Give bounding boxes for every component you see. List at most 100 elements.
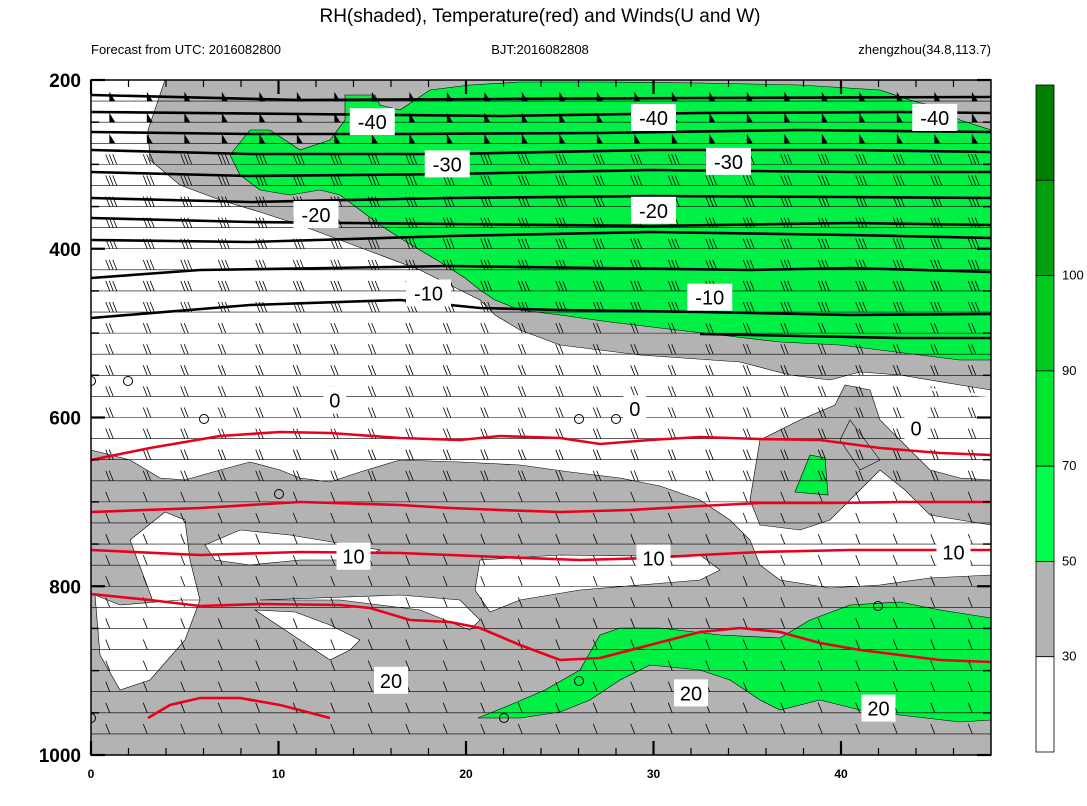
barb-feather	[183, 470, 189, 481]
barb-feather	[149, 301, 155, 313]
barb-feather	[937, 217, 943, 228]
barb-feather	[446, 344, 452, 355]
barb-feather	[855, 154, 861, 165]
barb-feather	[146, 280, 152, 292]
barb-feather	[330, 491, 336, 503]
barb-feather	[667, 322, 673, 334]
barb-feather	[292, 681, 298, 692]
barb-feather	[183, 386, 189, 397]
barb-feather	[487, 238, 493, 249]
barb-feather	[217, 470, 223, 481]
barb-feather	[817, 639, 823, 650]
barb-feather	[633, 365, 639, 376]
barb-feather	[517, 301, 523, 313]
barb-feather	[555, 660, 561, 671]
barb-feather	[142, 407, 148, 418]
barb-flag	[184, 133, 191, 144]
barb-feather	[371, 154, 377, 165]
barb-feather	[855, 280, 861, 292]
barb-feather	[633, 175, 639, 186]
barb-feather	[746, 344, 752, 355]
barb-feather	[517, 154, 523, 165]
barb-feather	[221, 259, 227, 270]
barb-feather	[855, 512, 861, 524]
barb-feather	[367, 365, 373, 376]
barb-feather	[142, 660, 148, 671]
barb-feather	[742, 702, 748, 713]
barb-feather	[296, 344, 302, 355]
barb-feather	[446, 470, 452, 481]
barb-feather	[780, 280, 786, 292]
barb-feather	[821, 322, 827, 334]
barb-feather	[517, 576, 523, 587]
barb-feather	[933, 154, 939, 165]
barb-feather	[142, 491, 148, 503]
temperature-label: -40	[912, 103, 958, 131]
barb-flag	[634, 133, 641, 144]
barb-feather	[371, 175, 377, 186]
temperature-label-text: -20	[639, 201, 668, 223]
temperature-label: 0	[623, 395, 647, 423]
barb-feather	[258, 154, 264, 165]
barb-feather	[105, 618, 111, 629]
barb-feather	[633, 322, 639, 334]
barb-feather	[592, 533, 598, 545]
isotherm-path	[91, 93, 991, 102]
barb-feather	[787, 175, 793, 186]
barb-feather	[105, 702, 111, 713]
barb-feather	[667, 238, 673, 249]
barb-feather	[592, 280, 598, 292]
barb-feather	[480, 681, 486, 692]
barb-feather	[442, 618, 448, 629]
barb-feather	[374, 154, 380, 165]
barb-feather	[780, 322, 786, 334]
barb-feather	[255, 386, 261, 397]
barb-feather	[412, 154, 418, 165]
barb-feather	[333, 470, 339, 481]
barb-feather	[817, 597, 823, 608]
barb-feather	[105, 470, 111, 481]
barb-feather	[787, 280, 793, 292]
barb-feather	[967, 576, 973, 587]
plot-area	[91, 80, 991, 755]
barb-feather	[183, 407, 189, 418]
barb-feather	[742, 491, 748, 503]
barb-feather	[971, 154, 977, 165]
barb-feather	[967, 365, 973, 376]
barb-feather	[296, 154, 302, 165]
barb-feather	[855, 618, 861, 629]
barb-feather	[783, 238, 789, 249]
barb-feather	[405, 344, 411, 355]
barb-feather	[821, 428, 827, 439]
barb-feather	[180, 365, 186, 376]
barb-feather	[483, 449, 489, 460]
barb-feather	[596, 196, 602, 207]
barb-feather	[180, 681, 186, 692]
barb-feather	[446, 238, 452, 249]
barb-feather	[299, 280, 305, 292]
barb-feather	[708, 470, 714, 481]
barb-feather	[783, 196, 789, 207]
barb-feather	[517, 365, 523, 376]
chart-title: RH(shaded), Temperature(red) and Winds(U…	[319, 6, 760, 27]
rh-hole-4	[259, 594, 481, 631]
barb-feather	[937, 238, 943, 249]
barb-feather	[180, 660, 186, 671]
barb-feather	[521, 365, 527, 376]
barb-feather	[671, 154, 677, 165]
barb-feather	[105, 723, 111, 735]
barb-feather	[255, 702, 261, 713]
barb-feather	[892, 428, 898, 439]
barb-feather	[749, 280, 755, 292]
barb-feather	[892, 491, 898, 503]
barb-feather	[930, 407, 936, 418]
barb-feather	[296, 407, 302, 418]
barb-feather	[180, 702, 186, 713]
barb-feather	[483, 344, 489, 355]
barb-feather	[142, 344, 148, 355]
calm-marker	[199, 414, 209, 424]
barb-feather	[371, 407, 377, 418]
calm-marker	[91, 713, 96, 723]
barb-feather	[930, 597, 936, 608]
